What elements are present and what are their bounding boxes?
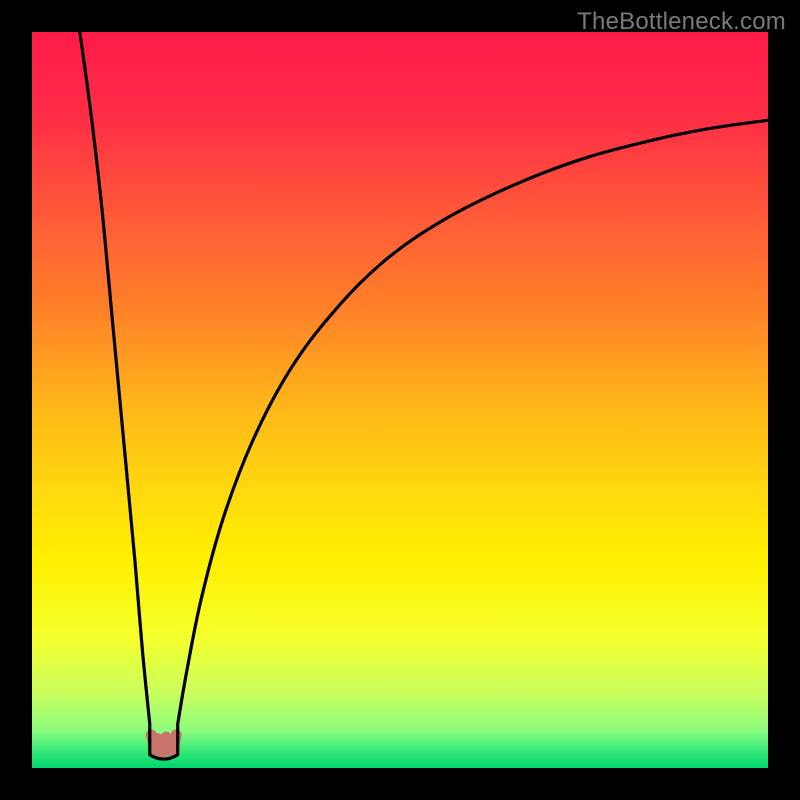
optimum-squiggle xyxy=(151,735,176,753)
plot-area xyxy=(32,32,768,768)
chart-frame: TheBottleneck.com xyxy=(0,0,800,800)
plot-svg xyxy=(32,32,768,768)
